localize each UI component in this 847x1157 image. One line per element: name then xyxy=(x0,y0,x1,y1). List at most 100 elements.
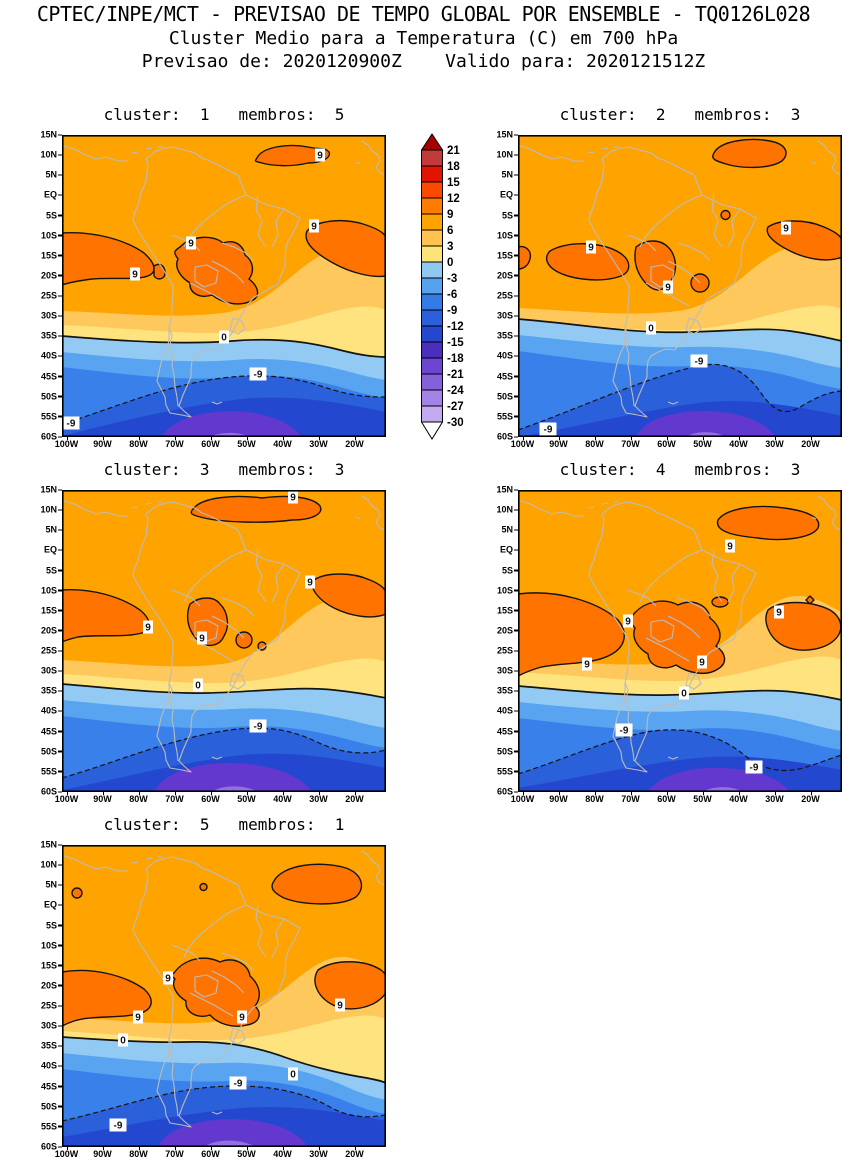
lon-tick-label: 80W xyxy=(122,436,156,449)
colorbar-box xyxy=(421,341,443,359)
lon-tick-label: 20W xyxy=(794,791,828,804)
lat-tick-label: EQ xyxy=(23,900,62,910)
coastline xyxy=(627,589,657,607)
colorbar-tick-label: 9 xyxy=(447,209,453,221)
coastline xyxy=(189,282,234,307)
coastline xyxy=(667,615,701,639)
map-frame xyxy=(518,490,842,792)
lat-tick-label: 10S xyxy=(23,941,62,950)
cluster-1-panel-title: cluster: 1 membros: 5 xyxy=(103,105,345,124)
lon-tick-label: 100W xyxy=(506,791,540,804)
contour-label-box xyxy=(118,1033,128,1047)
contour-label-box xyxy=(774,605,784,619)
lat-tick-label: 30S xyxy=(479,311,518,321)
colorbar-box xyxy=(421,373,443,391)
lat-tick-label: 55S xyxy=(23,412,62,421)
contour-label-box xyxy=(305,575,315,589)
contour-label-box xyxy=(249,367,267,381)
coastline xyxy=(667,756,679,760)
contour-label-box xyxy=(229,1076,247,1090)
lon-tick-label: 100W xyxy=(506,436,540,449)
colorbar-arrow-bottom xyxy=(421,421,444,440)
lat-tick-label: 30S xyxy=(23,666,62,676)
lat-tick-label: 25S xyxy=(23,291,62,301)
lat-tick-label: 10N xyxy=(479,150,518,160)
contour-0C xyxy=(62,335,386,358)
contour-label: -9 xyxy=(114,1121,123,1132)
contour-label: 9 xyxy=(317,151,323,162)
contour-0C xyxy=(62,683,386,699)
coastline xyxy=(361,495,386,531)
lon-tick-label: 50W xyxy=(686,436,720,449)
coastline xyxy=(194,619,219,643)
coastline xyxy=(271,918,285,958)
cluster-3-panel-title: cluster: 3 membros: 3 xyxy=(103,460,345,479)
colorbar-box xyxy=(421,357,443,375)
coastline xyxy=(229,672,246,690)
lon-tick-label: 20W xyxy=(338,1146,372,1157)
lon-tick-label: 80W xyxy=(578,791,612,804)
cluster-3-panel: cluster: 3 membros: 3 9 9 9 9 0 -9 15N 10N 5N EQ… xyxy=(40,460,386,804)
colorbar-tick-label: -21 xyxy=(447,369,464,381)
cold-pocket xyxy=(648,767,790,792)
cluster-4-map: 9 9 9 9 9 0 -9 -9 xyxy=(518,490,842,792)
lat-tick-label: 20S xyxy=(479,271,518,280)
colorbar-tick-label: -18 xyxy=(447,353,464,365)
warm-core-9C xyxy=(518,592,625,677)
lat-tick-label: 5N xyxy=(23,880,62,890)
lon-tick-label: 80W xyxy=(578,436,612,449)
contour-label-box xyxy=(690,354,708,368)
colorbar-tick-label: -15 xyxy=(447,337,464,349)
contour-label-box xyxy=(679,686,689,700)
contour-0C xyxy=(518,318,842,342)
contour-label-box xyxy=(663,280,673,294)
contour-label-box xyxy=(781,221,791,235)
coastline xyxy=(677,597,711,617)
lat-tick-label: 15N xyxy=(23,840,62,850)
cold-pocket xyxy=(154,763,312,792)
lat-tick-label: 60S xyxy=(479,787,518,797)
lat-tick-label: EQ xyxy=(23,190,62,200)
cluster-3-map: 9 9 9 9 0 -9 xyxy=(62,490,386,792)
colorbar-arrow-top xyxy=(421,133,444,151)
coastline xyxy=(255,904,267,958)
coastline xyxy=(168,327,179,407)
lon-tick-label: 90W xyxy=(86,791,120,804)
colorbar-tick-label: -27 xyxy=(447,401,464,413)
lat-tick-label: 15S xyxy=(23,961,62,970)
colorbar-tick-label: 15 xyxy=(447,177,460,189)
lon-tick-label: 70W xyxy=(158,791,192,804)
warm-core-9C xyxy=(199,882,208,892)
warm-core-9C xyxy=(235,631,253,649)
coastline xyxy=(667,401,679,405)
coastline xyxy=(131,856,163,864)
lat-tick-label: 15S xyxy=(23,606,62,615)
coastline xyxy=(62,854,128,872)
lat-tick-label: 5S xyxy=(23,921,62,930)
contour-label: 9 xyxy=(239,1013,245,1024)
coastline xyxy=(355,161,361,165)
warm-core-9C xyxy=(71,887,83,899)
lon-tick-label: 70W xyxy=(614,436,648,449)
lon-tick-label: 30W xyxy=(758,791,792,804)
colorbar-tick-label: 0 xyxy=(447,257,453,269)
contour-label-box xyxy=(288,1067,298,1081)
contour-label-box xyxy=(62,416,80,430)
warm-core-9C xyxy=(716,505,820,541)
coastline xyxy=(132,856,301,1128)
lat-tick-label: 60S xyxy=(479,432,518,442)
coastline xyxy=(211,260,245,284)
lon-tick-label: 70W xyxy=(158,436,192,449)
lon-tick-label: 50W xyxy=(230,791,264,804)
cold-pocket xyxy=(636,411,776,437)
contour-label: 0 xyxy=(648,324,654,335)
lat-tick-label: 45S xyxy=(23,372,62,381)
coastline xyxy=(132,501,301,773)
coastline xyxy=(189,992,234,1017)
contour-label-box xyxy=(615,723,633,737)
coastline xyxy=(355,871,361,875)
lon-tick-label: 60W xyxy=(650,436,684,449)
contour-label: 0 xyxy=(195,681,201,692)
contour-label: -9 xyxy=(750,763,759,774)
coastline xyxy=(645,282,690,307)
